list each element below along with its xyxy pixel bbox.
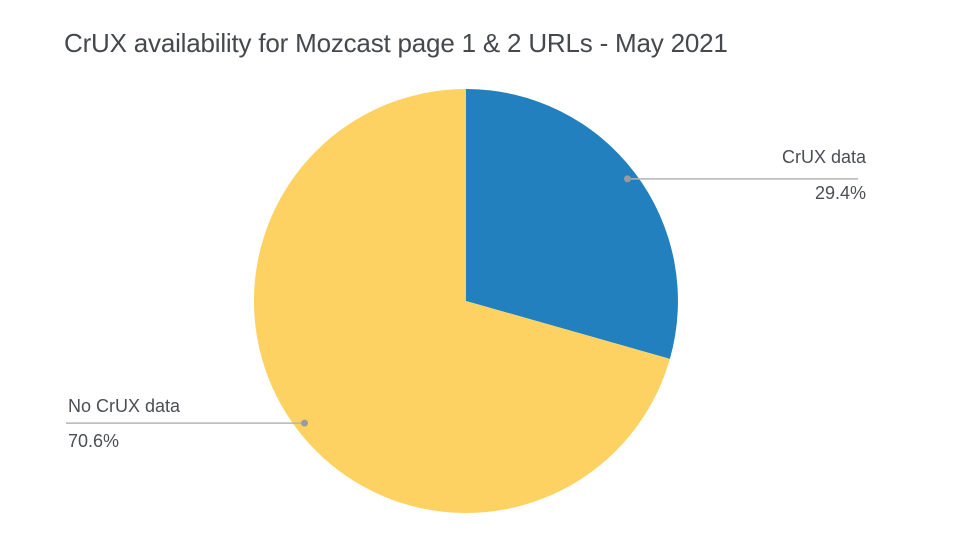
- callout-dot-0: [624, 175, 631, 183]
- pie-slice-1: [253, 89, 670, 513]
- slice-percent-crux-data: 29.4%: [814, 183, 866, 203]
- callout-dot-1: [301, 419, 308, 427]
- callout-crux-data: CrUX data 29.4%: [560, 146, 866, 204]
- slice-label-no-crux-data: No CrUX data: [68, 396, 181, 416]
- slice-label-crux-data: CrUX data: [781, 147, 866, 167]
- slice-percent-no-crux-data: 70.6%: [68, 431, 120, 451]
- callout-no-crux-data: No CrUX data 70.6%: [68, 395, 180, 452]
- pie-slice-0: [466, 89, 678, 359]
- chart-title: CrUX availability for Mozcast page 1 & 2…: [64, 28, 728, 58]
